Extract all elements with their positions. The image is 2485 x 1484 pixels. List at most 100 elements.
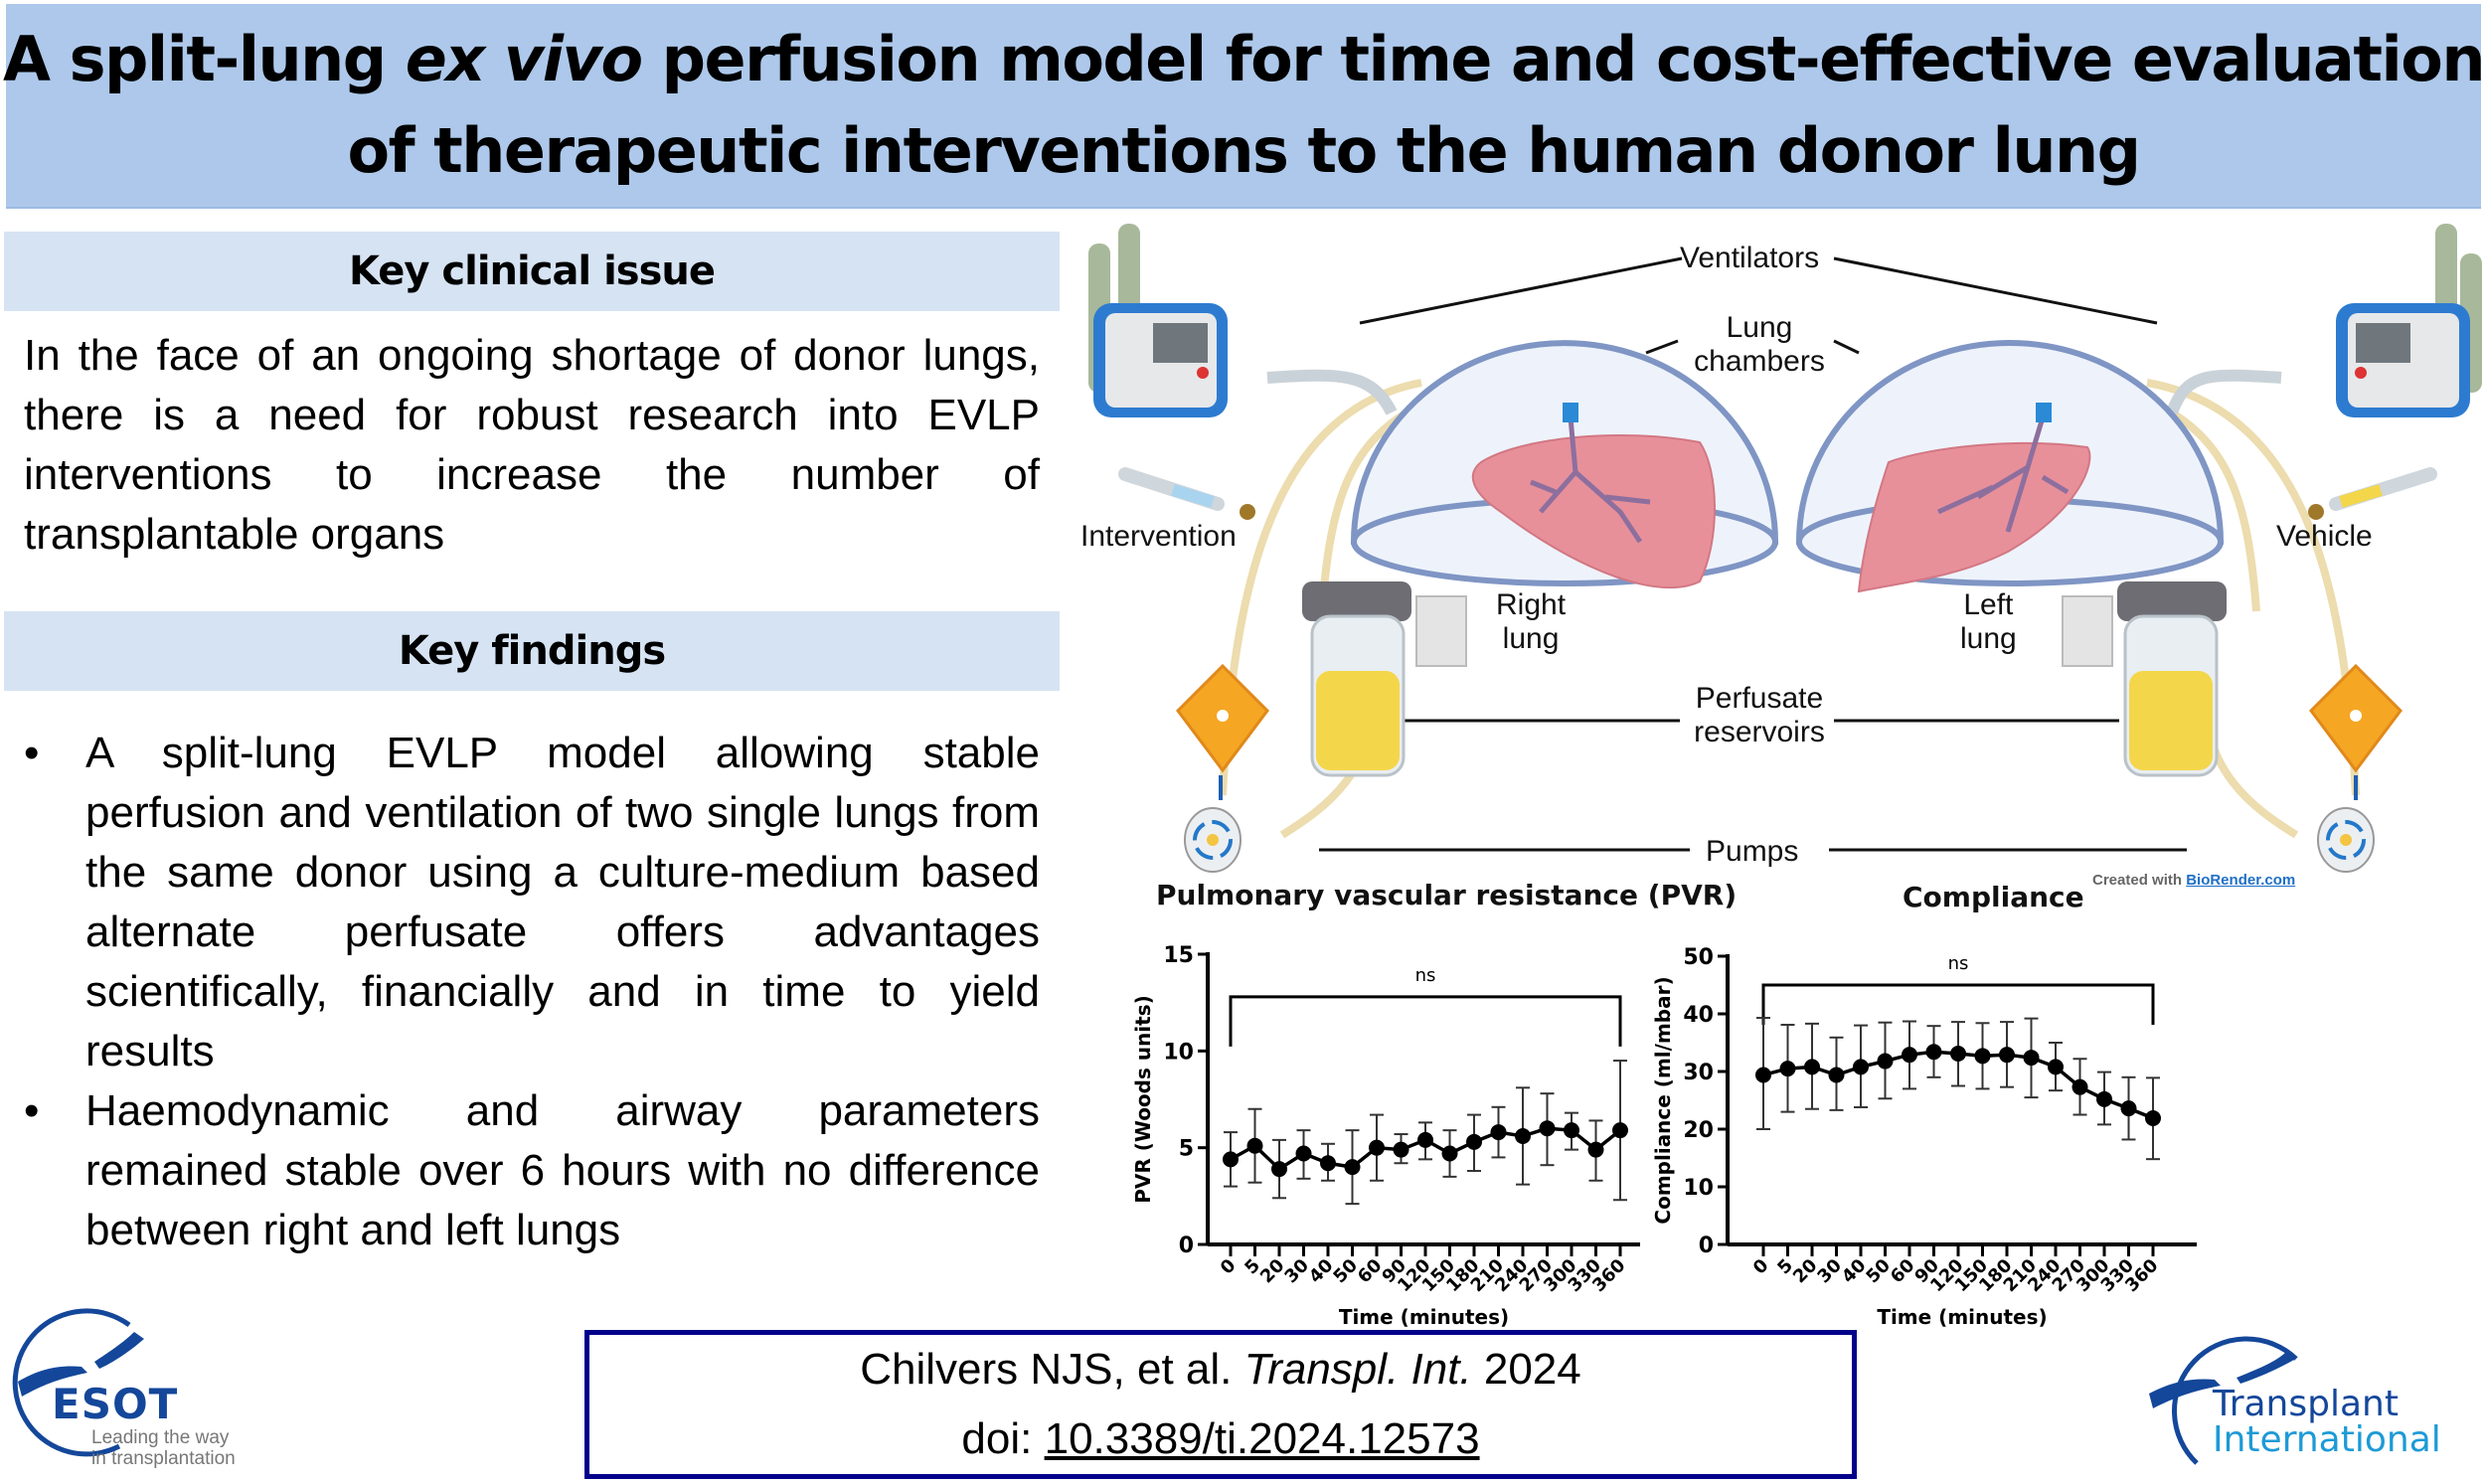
data-point — [1466, 1133, 1482, 1150]
data-point — [1295, 1145, 1312, 1162]
esot-tagline-1: Leading the way — [91, 1427, 230, 1448]
key-findings-list: • A split-lung EVLP model allowing stable… — [24, 724, 1040, 1260]
x-tick-label: 0 — [1749, 1255, 1773, 1279]
key-clinical-issue-heading: Key clinical issue — [4, 232, 1060, 311]
data-point — [1369, 1139, 1385, 1156]
data-point — [1564, 1122, 1579, 1139]
pump-right-icon — [2317, 775, 2375, 873]
data-point — [1320, 1155, 1336, 1172]
finding-text: Haemodynamic and airway parameters remai… — [85, 1086, 1040, 1254]
ventilator-pointer-right — [1833, 256, 2158, 325]
label-pumps: Pumps — [1706, 835, 1799, 868]
y-tick-label: 50 — [1683, 945, 1714, 970]
data-point — [1587, 1141, 1604, 1158]
title-text-italic: ex vivo — [405, 23, 643, 95]
hand-left — [18, 1366, 87, 1397]
hand-right — [2236, 1352, 2294, 1384]
perfusate-reservoir-left-icon — [1302, 581, 1467, 777]
data-point — [1925, 1044, 1942, 1061]
citation-year: 2024 — [1471, 1345, 1581, 1394]
label-ventilators: Ventilators — [1680, 242, 1820, 274]
label-lung-chambers-line2: chambers — [1694, 345, 1825, 378]
y-tick-label: 10 — [1683, 1176, 1714, 1201]
oxygenator-right-icon — [2309, 663, 2402, 773]
significance-label: ns — [1415, 965, 1436, 986]
label-left-lung-line2: lung — [1960, 622, 2017, 655]
doi-link[interactable]: 10.3389/ti.2024.12573 — [1044, 1414, 1480, 1463]
data-point — [2071, 1078, 2088, 1095]
transplant-international-logo-icon — [2149, 1336, 2298, 1465]
label-lung-chambers: Lung chambers — [1686, 311, 1833, 379]
left-lung-icon — [1857, 403, 2091, 593]
doi-prefix: doi: — [961, 1414, 1045, 1463]
data-point — [1441, 1145, 1458, 1162]
intervention-syringe-icon — [1118, 467, 1255, 520]
label-perfusate-line1: Perfusate — [1695, 682, 1824, 715]
label-intervention: Intervention — [1080, 520, 1237, 553]
ventilator-pointer-left — [1359, 256, 1683, 325]
citation-journal: Transpl. Int. — [1243, 1345, 1472, 1394]
y-tick-label: 15 — [1163, 943, 1194, 968]
y-tick-label: 10 — [1163, 1040, 1194, 1065]
compliance-chart-title: Compliance — [1903, 881, 2084, 913]
significance-bracket — [1761, 983, 2155, 1025]
citation-authors: Chilvers NJS, et al. — [860, 1345, 1244, 1394]
citation-box: Chilvers NJS, et al. Transpl. Int. 2024 … — [584, 1330, 1857, 1479]
finding-item: • Haemodynamic and airway parameters rema… — [24, 1081, 1040, 1260]
label-left-lung-line1: Left — [1963, 588, 2014, 621]
data-point — [1950, 1046, 1966, 1063]
oxygenator-left-icon — [1176, 663, 1269, 773]
data-point — [1612, 1122, 1628, 1139]
data-point — [2048, 1059, 2064, 1075]
data-point — [1417, 1131, 1433, 1148]
chamber-pointer-right — [1833, 339, 1860, 355]
y-axis-label: PVR (Woods units) — [1131, 995, 1155, 1204]
hand-left — [2149, 1379, 2221, 1408]
y-axis-label: Compliance (ml/mbar) — [1651, 976, 1675, 1224]
x-axis-label: Time (minutes) — [1339, 1305, 1509, 1329]
y-tick-label: 0 — [1179, 1234, 1194, 1258]
label-right-lung: Right lung — [1496, 588, 1566, 656]
right-lung-icon — [1471, 403, 1716, 589]
ventilator-left-icon — [1088, 224, 1228, 417]
data-point — [1515, 1127, 1531, 1144]
title-line-1: A split-lung ex vivo perfusion model for… — [3, 14, 2485, 105]
vehicle-syringe-icon — [2308, 467, 2437, 520]
ti-logo-line1: Transplant — [2213, 1384, 2399, 1424]
data-point — [1271, 1161, 1287, 1178]
esot-logo-icon — [12, 1308, 144, 1457]
label-perfusate-line2: reservoirs — [1694, 716, 1825, 748]
citation-reference: Chilvers NJS, et al. Transpl. Int. 2024 — [860, 1335, 1581, 1404]
significance-label: ns — [1948, 953, 1969, 974]
bullet-icon: • — [24, 729, 40, 777]
tube-right-return — [2201, 680, 2299, 839]
x-axis-label: Time (minutes) — [1877, 1305, 2047, 1329]
label-left-lung: Left lung — [1960, 588, 2017, 656]
data-point — [1779, 1061, 1796, 1077]
y-tick-label: 30 — [1683, 1061, 1714, 1085]
biorender-link[interactable]: BioRender.com — [2186, 872, 2296, 889]
significance-bracket — [1229, 995, 1622, 1047]
data-point — [2145, 1109, 2161, 1126]
label-vehicle: Vehicle — [2276, 520, 2373, 553]
label-right-lung-line2: lung — [1502, 622, 1560, 655]
data-point — [1246, 1137, 1263, 1154]
ventilator-hose-right — [2166, 369, 2282, 415]
title-text-post: perfusion model for time and cost-effect… — [641, 23, 2485, 95]
esot-tagline: Leading the way in transplantation — [91, 1427, 236, 1469]
finding-text: A split-lung EVLP model allowing stable … — [85, 729, 1040, 1075]
y-tick-label: 0 — [1699, 1234, 1714, 1258]
ti-logo-line2: International — [2213, 1419, 2441, 1460]
data-point — [1344, 1159, 1361, 1176]
chamber-pointer-left — [1645, 339, 1679, 355]
data-point — [1393, 1141, 1409, 1158]
title-text-pre: A split-lung — [3, 23, 406, 95]
label-right-lung-line1: Right — [1496, 588, 1567, 621]
citation-doi-line: doi: 10.3389/ti.2024.12573 — [961, 1404, 1479, 1474]
title-line-2: of therapeutic interventions to the huma… — [347, 114, 2141, 187]
label-perfusate-reservoirs: Perfusate reservoirs — [1686, 682, 1833, 749]
credit-prefix: Created with — [2092, 872, 2187, 889]
label-pointer-lines — [1319, 256, 2187, 852]
